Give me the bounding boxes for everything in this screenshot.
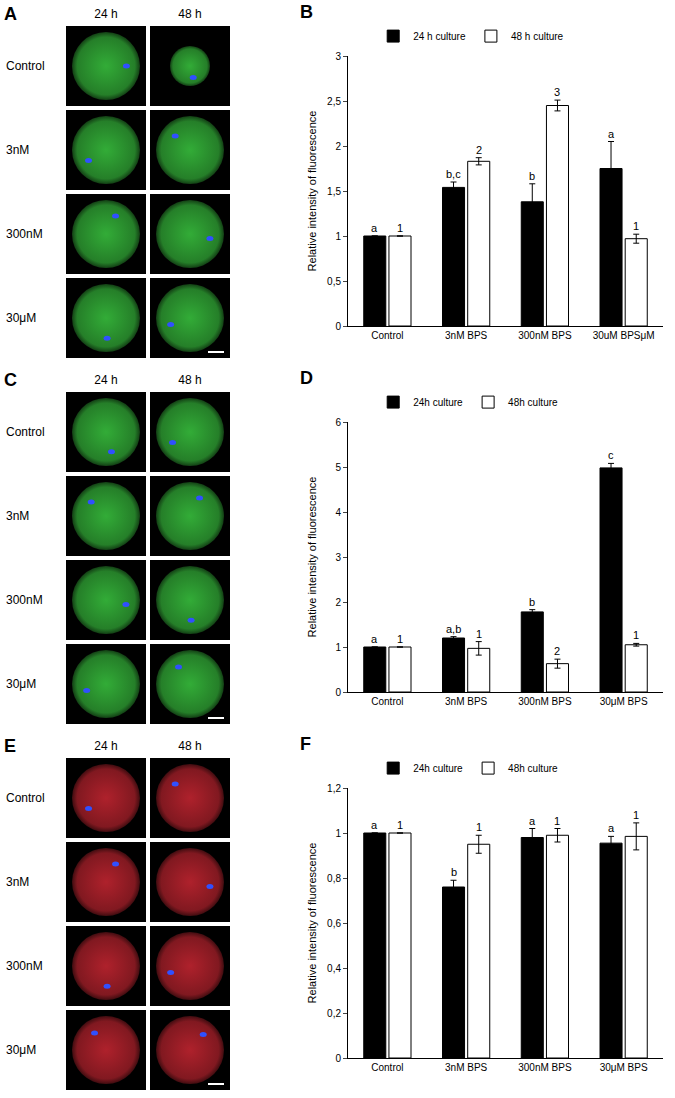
svg-text:a: a xyxy=(608,128,615,140)
svg-text:Control: Control xyxy=(371,1062,403,1073)
svg-text:0,2: 0,2 xyxy=(327,1008,341,1019)
svg-text:a: a xyxy=(371,633,378,645)
svg-text:6: 6 xyxy=(335,417,341,428)
svg-text:48h culture: 48h culture xyxy=(508,397,558,408)
svg-text:0: 0 xyxy=(335,1053,341,1064)
svg-text:0,5: 0,5 xyxy=(327,276,341,287)
svg-text:D: D xyxy=(300,368,313,388)
svg-text:300nM BPS: 300nM BPS xyxy=(518,696,572,707)
svg-text:3nM BPS: 3nM BPS xyxy=(445,696,488,707)
svg-text:3: 3 xyxy=(335,51,341,62)
svg-text:1: 1 xyxy=(554,815,560,827)
svg-text:3: 3 xyxy=(554,86,560,98)
svg-text:3nM BPS: 3nM BPS xyxy=(445,330,488,341)
svg-text:0: 0 xyxy=(335,687,341,698)
svg-text:30μM: 30μM xyxy=(6,677,36,691)
svg-text:1: 1 xyxy=(633,629,639,641)
svg-text:48 h: 48 h xyxy=(178,739,201,753)
svg-text:1,5: 1,5 xyxy=(327,186,341,197)
svg-text:1: 1 xyxy=(335,231,341,242)
svg-text:300nM BPS: 300nM BPS xyxy=(518,1062,572,1073)
svg-text:a,b: a,b xyxy=(446,623,461,635)
svg-text:2: 2 xyxy=(476,144,482,156)
svg-text:1: 1 xyxy=(335,828,341,839)
svg-text:E: E xyxy=(4,736,16,756)
svg-text:48h culture: 48h culture xyxy=(508,763,558,774)
svg-text:300nM: 300nM xyxy=(6,227,43,241)
svg-text:Relative intensity of fluoresc: Relative intensity of fluorescence xyxy=(306,477,318,638)
svg-text:24h culture: 24h culture xyxy=(413,763,463,774)
svg-text:30μM BPS: 30μM BPS xyxy=(600,1062,648,1073)
svg-text:2: 2 xyxy=(554,645,560,657)
svg-text:B: B xyxy=(300,2,313,22)
svg-text:a: a xyxy=(529,815,536,827)
svg-text:C: C xyxy=(4,370,17,390)
svg-text:a: a xyxy=(608,822,615,834)
svg-text:4: 4 xyxy=(335,507,341,518)
svg-text:1: 1 xyxy=(476,821,482,833)
svg-text:Control: Control xyxy=(6,425,45,439)
svg-text:Control: Control xyxy=(6,791,45,805)
svg-text:24h culture: 24h culture xyxy=(413,397,463,408)
svg-text:2,5: 2,5 xyxy=(327,96,341,107)
svg-text:3nM: 3nM xyxy=(6,875,29,889)
svg-text:F: F xyxy=(300,734,311,754)
svg-text:30μM BPS: 30μM BPS xyxy=(600,696,648,707)
svg-text:b: b xyxy=(529,596,535,608)
svg-text:Control: Control xyxy=(371,696,403,707)
svg-text:a: a xyxy=(371,222,378,234)
svg-text:1: 1 xyxy=(397,222,403,234)
svg-text:300nM BPS: 300nM BPS xyxy=(518,330,572,341)
svg-text:c: c xyxy=(608,449,614,461)
svg-text:1: 1 xyxy=(397,633,403,645)
svg-text:3nM: 3nM xyxy=(6,509,29,523)
svg-text:24 h: 24 h xyxy=(94,739,117,753)
svg-text:48 h: 48 h xyxy=(178,373,201,387)
svg-text:Control: Control xyxy=(371,330,403,341)
svg-text:30μM: 30μM xyxy=(6,311,36,325)
svg-text:30μM: 30μM xyxy=(6,1043,36,1057)
svg-text:1: 1 xyxy=(633,809,639,821)
svg-text:3: 3 xyxy=(335,552,341,563)
svg-text:Relative intensity of fluoresc: Relative intensity of fluorescence xyxy=(306,111,318,272)
svg-text:a: a xyxy=(371,819,378,831)
svg-text:24 h: 24 h xyxy=(94,7,117,21)
svg-text:300nM: 300nM xyxy=(6,959,43,973)
svg-text:b,c: b,c xyxy=(446,168,461,180)
svg-text:Relative intensity of fluoresc: Relative intensity of fluorescence xyxy=(306,843,318,1004)
svg-text:2: 2 xyxy=(335,597,341,608)
svg-text:1: 1 xyxy=(476,628,482,640)
svg-text:24 h: 24 h xyxy=(94,373,117,387)
svg-text:300nM: 300nM xyxy=(6,593,43,607)
svg-text:0,8: 0,8 xyxy=(327,873,341,884)
svg-text:5: 5 xyxy=(335,462,341,473)
svg-text:1: 1 xyxy=(335,642,341,653)
svg-text:1: 1 xyxy=(397,819,403,831)
svg-text:b: b xyxy=(451,866,457,878)
svg-text:Control: Control xyxy=(6,59,45,73)
svg-text:1: 1 xyxy=(633,220,639,232)
svg-text:A: A xyxy=(4,4,17,24)
svg-text:0,4: 0,4 xyxy=(327,963,341,974)
svg-text:0: 0 xyxy=(335,321,341,332)
svg-text:3nM BPS: 3nM BPS xyxy=(445,1062,488,1073)
svg-text:48 h culture: 48 h culture xyxy=(511,31,564,42)
svg-text:0,6: 0,6 xyxy=(327,918,341,929)
svg-text:30uM BPSμM: 30uM BPSμM xyxy=(593,330,655,341)
svg-text:2: 2 xyxy=(335,141,341,152)
svg-text:24 h culture: 24 h culture xyxy=(413,31,466,42)
svg-text:b: b xyxy=(529,170,535,182)
svg-text:1,2: 1,2 xyxy=(327,783,341,794)
svg-text:48 h: 48 h xyxy=(178,7,201,21)
svg-text:3nM: 3nM xyxy=(6,143,29,157)
